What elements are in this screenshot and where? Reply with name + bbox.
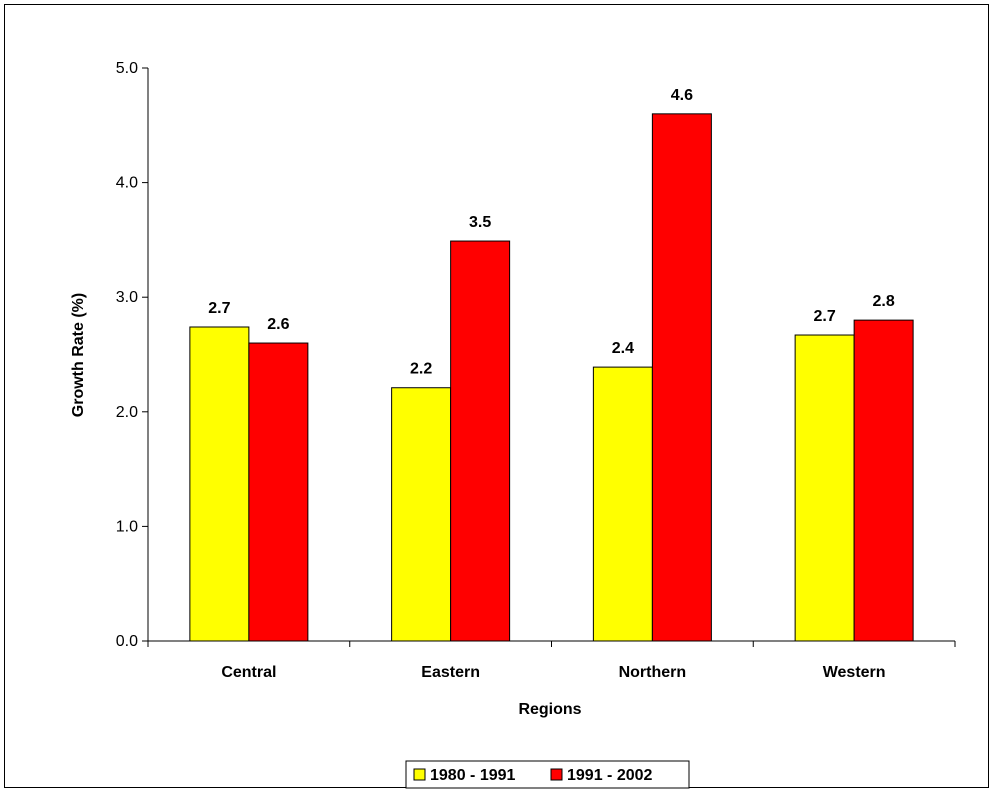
y-tick-label: 5.0 [116, 60, 138, 77]
x-category-label: Western [823, 664, 886, 681]
data-label: 2.7 [208, 300, 230, 317]
legend-box [405, 760, 690, 789]
x-category-label: Northern [619, 664, 687, 681]
data-label: 2.8 [873, 293, 895, 310]
data-label: 2.4 [612, 340, 634, 357]
legend-label: 1991 - 2002 [567, 767, 653, 784]
y-axis: 0.0 1.0 2.0 3.0 4.0 5.0 [116, 60, 149, 650]
bar-eastern-series-2 [450, 240, 511, 642]
x-category-label: Central [221, 664, 276, 681]
data-label: 2.2 [410, 361, 432, 378]
bar-eastern-series-1 [391, 387, 452, 642]
bar-western-series-2 [853, 319, 914, 642]
y-tick-label: 0.0 [116, 633, 138, 650]
y-tick-label: 4.0 [116, 175, 138, 192]
legend: 1980 - 1991 1991 - 2002 [405, 760, 690, 789]
y-tick-label: 3.0 [116, 289, 138, 306]
legend-label: 1980 - 1991 [430, 767, 516, 784]
bar-central-series-1 [189, 326, 250, 642]
data-label: 4.6 [671, 87, 693, 104]
y-tick-label: 2.0 [116, 404, 138, 421]
legend-swatch [413, 768, 426, 781]
data-label: 3.5 [469, 214, 491, 231]
data-labels: 2.7 2.6 2.2 3.5 2.4 4.6 2.7 2.8 [208, 87, 895, 378]
bar-northern-series-2 [651, 113, 712, 642]
x-axis: Central Eastern Northern Western [147, 640, 956, 681]
x-category-label: Eastern [421, 664, 480, 681]
data-label: 2.6 [267, 316, 289, 333]
bars [189, 113, 914, 642]
bar-western-series-1 [794, 334, 855, 642]
x-axis-title: Regions [518, 701, 581, 718]
bar-northern-series-1 [592, 366, 653, 642]
bar-central-series-2 [248, 342, 309, 642]
y-tick-label: 1.0 [116, 518, 138, 535]
legend-swatch [550, 768, 563, 781]
data-label: 2.7 [814, 308, 836, 325]
y-axis-title: Growth Rate (%) [70, 293, 87, 417]
